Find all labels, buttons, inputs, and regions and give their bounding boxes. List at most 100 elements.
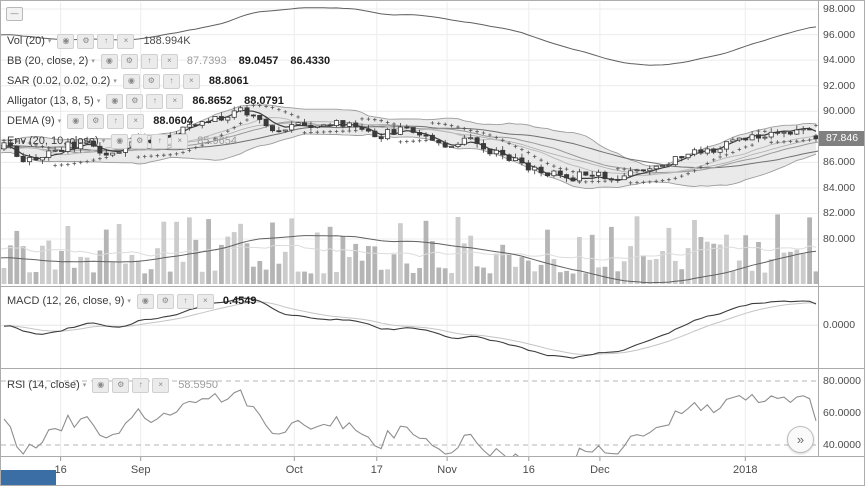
move-up-icon[interactable]: ↑: [107, 113, 125, 129]
visibility-icon[interactable]: ◉: [136, 293, 154, 309]
price-tick-label: 92.000: [823, 79, 856, 92]
rsi-pane-legend: RSI (14, close) ▾ ◉ ⚙ ↑ × 58.5950: [7, 375, 218, 395]
settings-icon[interactable]: ⚙: [87, 113, 105, 129]
macd-zero-label: 0.0000: [823, 319, 856, 332]
indicator-actions: ◉ ⚙ ↑ ×: [57, 33, 135, 49]
settings-icon[interactable]: ⚙: [142, 73, 160, 89]
indicator-values: 85.9654: [197, 135, 237, 147]
indicator-value: 58.5950: [178, 379, 219, 391]
visibility-icon[interactable]: ◉: [111, 133, 129, 149]
indicator-actions: ◉ ⚙ ↑ ×: [136, 293, 214, 309]
price-tick-label: 86.000: [823, 156, 856, 169]
indicator-row-sar: SAR (0.02, 0.02, 0.2) ▾ ◉ ⚙ ↑ × 88.8061: [7, 71, 330, 91]
indicator-value: 88.0791: [244, 95, 284, 107]
indicator-value: 88.8061: [208, 75, 249, 87]
move-up-icon[interactable]: ↑: [132, 377, 150, 393]
settings-icon[interactable]: ⚙: [112, 377, 130, 393]
indicator-values: 0.4549: [223, 295, 257, 307]
delete-icon[interactable]: ×: [152, 377, 170, 393]
indicator-value: 88.0604: [153, 115, 193, 127]
indicator-actions: ◉ ⚙ ↑ ×: [111, 133, 189, 149]
delete-icon[interactable]: ×: [160, 53, 178, 69]
indicator-value: 86.4330: [290, 55, 331, 67]
settings-icon[interactable]: ⚙: [156, 293, 174, 309]
indicator-values: 188.994K: [143, 35, 190, 47]
delete-icon[interactable]: ×: [196, 293, 214, 309]
price-tick-label: 98.000: [823, 3, 856, 15]
indicator-actions: ◉ ⚙ ↑ ×: [92, 377, 170, 393]
chevron-down-icon[interactable]: ▾: [127, 298, 131, 305]
timeframe-badge: [1, 470, 56, 485]
indicator-row-dema: DEMA (9) ▾ ◉ ⚙ ↑ × 88.0604: [7, 111, 330, 131]
macd-pane-legend: MACD (12, 26, close, 9) ▾ ◉ ⚙ ↑ × 0.4549: [7, 291, 257, 311]
indicator-label[interactable]: RSI (14, close): [7, 379, 80, 391]
indicator-label[interactable]: SAR (0.02, 0.02, 0.2): [7, 75, 111, 87]
indicator-actions: ◉ ⚙ ↑ ×: [100, 53, 178, 69]
indicator-label[interactable]: Env (20, 10, close): [7, 135, 99, 147]
delete-icon[interactable]: ×: [171, 133, 189, 149]
indicator-label[interactable]: DEMA (9): [7, 115, 55, 127]
delete-icon[interactable]: ×: [127, 113, 145, 129]
settings-icon[interactable]: ⚙: [131, 133, 149, 149]
price-tick-label: 80.000: [823, 233, 856, 246]
delete-icon[interactable]: ×: [166, 93, 184, 109]
visibility-icon[interactable]: ◉: [122, 73, 140, 89]
settings-icon[interactable]: ⚙: [126, 93, 144, 109]
chevron-down-icon[interactable]: ▾: [96, 98, 101, 105]
move-up-icon[interactable]: ↑: [146, 93, 164, 109]
indicator-values: 87.7393 89.0457 86.4330: [187, 55, 330, 67]
chevron-down-icon[interactable]: ▾: [101, 138, 106, 145]
visibility-icon[interactable]: ◉: [92, 377, 110, 393]
visibility-icon[interactable]: ◉: [67, 113, 85, 129]
indicator-value: 85.9654: [197, 135, 237, 147]
delete-icon[interactable]: ×: [182, 73, 200, 89]
price-tick-label: 82.000: [823, 207, 856, 220]
rsi-tick-label: 60.0000: [823, 407, 861, 419]
time-tick-label: Sep: [130, 464, 151, 476]
indicator-values: 58.5950: [178, 379, 218, 391]
price-axis[interactable]: 98.000 96.000 94.000 92.000 90.000 86.000 84.0…: [819, 1, 864, 456]
indicator-row-vol: Vol (20) ▾ ◉ ⚙ ↑ × 188.994K: [7, 31, 330, 51]
chevron-down-icon[interactable]: ▾: [82, 382, 87, 389]
indicator-value: 188.994K: [143, 35, 191, 47]
chevron-down-icon[interactable]: ▾: [113, 78, 117, 85]
rsi-tick-label: 80.0000: [823, 375, 861, 387]
indicator-label[interactable]: Vol (20): [7, 35, 45, 47]
indicator-row-env: Env (20, 10, close) ▾ ◉ ⚙ ↑ × 85.9654: [7, 131, 330, 151]
indicator-row-bb: BB (20, close, 2) ▾ ◉ ⚙ ↑ × 87.7393 89.0457 86.4…: [7, 51, 330, 71]
price-tick-label: 90.000: [823, 105, 856, 118]
time-tick-label: 2018: [733, 464, 758, 476]
move-up-icon[interactable]: ↑: [162, 73, 180, 89]
visibility-icon[interactable]: ◉: [106, 93, 124, 109]
indicator-values: 86.8652 88.0791: [192, 95, 284, 107]
collapse-legend-button[interactable]: —: [6, 7, 23, 21]
time-tick-label: Nov: [437, 464, 457, 476]
last-price-tag: 87.846: [819, 130, 864, 146]
indicator-actions: ◉ ⚙ ↑ ×: [67, 113, 145, 129]
indicator-label[interactable]: BB (20, close, 2): [7, 55, 89, 67]
indicator-legend: Vol (20) ▾ ◉ ⚙ ↑ × 188.994K BB (20, close, 2) ▾ ◉…: [7, 31, 330, 151]
move-up-icon[interactable]: ↑: [97, 33, 115, 49]
chevron-down-icon[interactable]: ▾: [91, 58, 95, 65]
visibility-icon[interactable]: ◉: [57, 33, 75, 49]
delete-icon[interactable]: ×: [117, 33, 135, 49]
chevron-down-icon[interactable]: ▾: [57, 118, 62, 125]
indicator-values: 88.8061: [209, 75, 249, 87]
move-up-icon[interactable]: ↑: [151, 133, 169, 149]
visibility-icon[interactable]: ◉: [100, 53, 118, 69]
indicator-value: 87.7393: [186, 55, 227, 67]
time-axis[interactable]: 16 Sep Oct 17 Nov 16 Dec 2018: [1, 457, 818, 485]
indicator-label[interactable]: MACD (12, 26, close, 9): [7, 295, 125, 307]
expand-panel-button[interactable]: »: [787, 426, 814, 453]
indicator-value: 89.0457: [238, 55, 279, 67]
settings-icon[interactable]: ⚙: [120, 53, 138, 69]
indicator-actions: ◉ ⚙ ↑ ×: [122, 73, 200, 89]
indicator-label[interactable]: Alligator (13, 8, 5): [7, 95, 94, 107]
time-tick-label: 16: [522, 464, 535, 476]
move-up-icon[interactable]: ↑: [140, 53, 158, 69]
settings-icon[interactable]: ⚙: [77, 33, 95, 49]
time-tick-label: Oct: [285, 464, 303, 476]
move-up-icon[interactable]: ↑: [176, 293, 194, 309]
chevron-down-icon[interactable]: ▾: [47, 38, 52, 45]
indicator-value: 0.4549: [222, 295, 257, 307]
